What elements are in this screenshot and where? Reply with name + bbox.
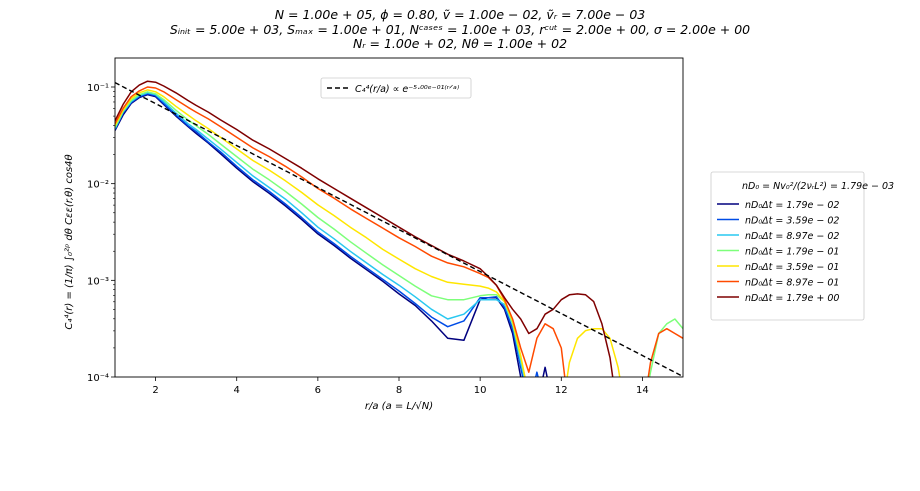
y-axis: 10⁻⁴ 10⁻³ 10⁻² 10⁻¹: [87, 83, 115, 384]
fit-legend: C₄⁴(r/a) ∝ e⁻⁵·⁰⁰ᵉ⁻⁰¹⁽ʳᐟᵃ⁾: [320, 77, 472, 99]
series-line-6: [115, 86, 683, 377]
x-axis-label: r/a (a = L/√N): [365, 401, 433, 412]
y-tick-label: 10⁻³: [87, 276, 109, 287]
plot-series: [115, 80, 683, 377]
legend-box: [710, 171, 865, 321]
x-tick-label: 10: [474, 385, 487, 396]
legend-label-2: nD₀Δt = 3.59e − 02: [745, 216, 839, 227]
legend-title: nD₀ = Nv₀²/(2νᵣL²) = 1.79e − 03: [742, 181, 894, 192]
x-axis: 2 4 6 8 10 12 14: [152, 377, 649, 396]
series-line-1: [115, 93, 548, 377]
x-tick-label: 12: [555, 385, 568, 396]
fit-legend-box: [320, 77, 472, 99]
chart-title: N = 1.00e + 05, ϕ = 0.80, ṽ = 1.00e − 02…: [170, 7, 750, 51]
y-axis-label: C₄⁴(r) = (1/π) ∫₀²ᵖ dθ Cεε(r,θ) cos4θ: [63, 154, 75, 329]
x-tick-label: 2: [152, 385, 158, 396]
x-tick-label: 14: [636, 385, 649, 396]
x-tick-label: 4: [234, 385, 240, 396]
legend-label-3: nD₀Δt = 8.97e − 02: [745, 231, 839, 242]
legend-label-7: nD₀Δt = 1.79e + 00: [745, 293, 839, 304]
fit-legend-label: C₄⁴(r/a) ∝ e⁻⁵·⁰⁰ᵉ⁻⁰¹⁽ʳᐟᵃ⁾: [355, 84, 459, 95]
x-tick-label: 6: [315, 385, 321, 396]
legend-label-4: nD₀Δt = 1.79e − 01: [745, 247, 839, 258]
legend-label-1: nD₀Δt = 1.79e − 02: [745, 200, 839, 211]
series-line-2: [115, 93, 539, 377]
series-line-5: [115, 89, 621, 377]
series-legend: nD₀ = Nv₀²/(2νᵣL²) = 1.79e − 03 nD₀Δt = …: [710, 171, 894, 321]
y-tick-label: 10⁻⁴: [87, 373, 109, 384]
legend-label-5: nD₀Δt = 3.59e − 01: [745, 262, 839, 273]
x-tick-label: 8: [396, 385, 402, 396]
title-line-2: Sᵢₙᵢₜ = 5.00e + 03, Sₘₐₓ = 1.00e + 01, N…: [170, 22, 750, 37]
series-line-7: [115, 80, 614, 377]
legend-label-6: nD₀Δt = 8.97e − 01: [745, 278, 839, 289]
y-tick-label: 10⁻²: [87, 180, 109, 191]
title-line-3: Nᵣ = 1.00e + 02, Nθ = 1.00e + 02: [353, 36, 567, 51]
y-tick-label: 10⁻¹: [87, 83, 109, 94]
series-line-4: [115, 91, 683, 377]
series-line-3: [115, 92, 525, 377]
title-line-1: N = 1.00e + 05, ϕ = 0.80, ṽ = 1.00e − 02…: [275, 7, 646, 22]
fit-line: [115, 81, 683, 377]
